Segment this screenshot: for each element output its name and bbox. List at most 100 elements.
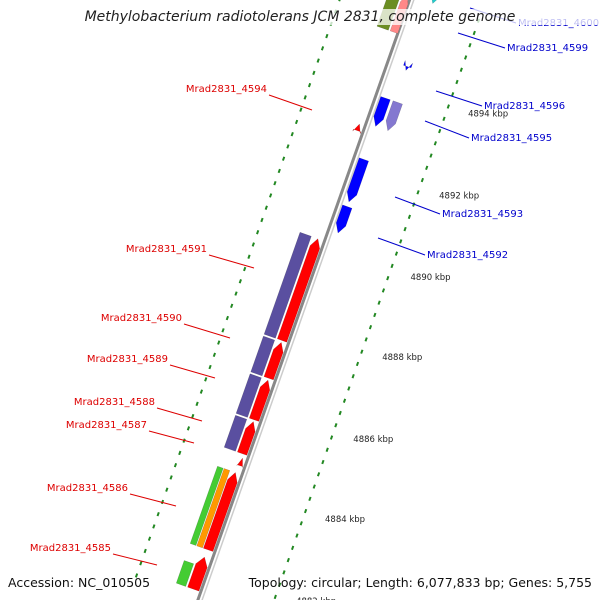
tick-dot (455, 79, 459, 85)
tick-dot (290, 131, 294, 137)
tick-dot (165, 487, 169, 492)
left-gene-label: Mrad2831_4585 (30, 543, 111, 554)
gene-4587-purple (223, 414, 248, 452)
left-leader-line (148, 430, 195, 444)
tick-dot (386, 275, 390, 281)
tick-dot (308, 496, 312, 502)
gene-4591-red (276, 238, 320, 343)
right-leader-line (457, 32, 506, 49)
tick-dot (316, 472, 321, 477)
kbp-tick-label: 4894 kbp (468, 110, 508, 120)
accession-text: Accession: NC_010505 (8, 575, 151, 590)
tick-dot (295, 533, 299, 538)
kbp-tick-label: 4888 kbp (382, 353, 422, 363)
left-leader-line (268, 94, 313, 111)
tick-dot (286, 144, 290, 149)
gene-4586-red (203, 472, 238, 552)
right-leader-line (377, 237, 426, 256)
left-gene-label: Mrad2831_4594 (186, 84, 267, 95)
gene-4588-purple (235, 373, 262, 418)
tick-dot (472, 30, 476, 36)
tick-dot (377, 300, 381, 305)
tick-dot (208, 364, 212, 370)
tick-dot (325, 447, 329, 452)
gene-4588-red (248, 379, 271, 422)
tick-dot (442, 116, 446, 122)
left-gene-label: Mrad2831_4590 (101, 313, 182, 324)
tick-dot (134, 573, 139, 578)
tick-dot (139, 561, 143, 566)
gene-4587-red (237, 421, 256, 456)
tick-dot (225, 315, 229, 321)
tick-dot (178, 450, 182, 456)
tick-dot (299, 107, 303, 112)
tick-dot (329, 435, 334, 440)
tick-dot (238, 279, 242, 284)
tick-dot (429, 153, 433, 158)
tick-dot (368, 324, 373, 330)
left-leader-line (183, 323, 231, 339)
gene-small-blue (403, 60, 413, 71)
tick-dot (338, 410, 342, 416)
left-leader-line (112, 553, 158, 566)
tick-dot (342, 398, 347, 403)
tick-dot (303, 95, 307, 100)
tick-dot (347, 386, 351, 391)
tick-dot (260, 217, 264, 223)
tick-dot (394, 251, 399, 256)
tick-dot (468, 43, 472, 48)
gene-4589-red (263, 341, 284, 381)
tick-dot (199, 389, 204, 394)
tick-dot (325, 33, 329, 39)
tick-dot (277, 168, 281, 174)
tick-dot (425, 165, 429, 171)
genome-summary-text: Topology: circular; Length: 6,077,833 bp… (248, 575, 592, 590)
gene-4586-orange (196, 468, 231, 549)
tick-dot (303, 508, 308, 514)
gene-4595-purple (385, 100, 403, 132)
tick-dot (186, 426, 191, 431)
gene-4585-red (187, 556, 208, 592)
gene-small-red (236, 457, 244, 468)
genome-backbone (196, 0, 412, 600)
tick-dot (451, 92, 455, 97)
tick-dot (251, 242, 255, 247)
tick-dot (156, 511, 160, 517)
tick-dot (291, 545, 295, 551)
tick-dot (160, 499, 165, 505)
tick-dot (230, 303, 234, 309)
right-gene-label: Mrad2831_4595 (471, 133, 552, 144)
map-title: Methylobacterium radiotolerans JCM 2831,… (0, 9, 600, 25)
tick-dot (281, 156, 286, 161)
right-leader-line (394, 196, 441, 215)
left-gene-label: Mrad2831_4589 (87, 354, 168, 365)
tick-dot (334, 423, 338, 428)
kbp-tick-label: 4884 kbp (325, 515, 365, 525)
gene-4599-cyan (431, 0, 437, 4)
gene-4596-blue (373, 96, 391, 127)
gene-4589-purple (250, 335, 276, 377)
tick-dot (312, 484, 316, 489)
tick-dot (459, 67, 463, 72)
tick-dot (438, 128, 442, 134)
tick-dot (282, 570, 286, 575)
tick-dot (191, 413, 195, 419)
tick-dot (212, 352, 217, 358)
tick-dot (420, 177, 424, 183)
tick-dot (169, 475, 173, 480)
tick-dot (243, 266, 247, 272)
right-gene-label: Mrad2831_4596 (484, 101, 565, 112)
tick-dot (299, 521, 303, 526)
kbp-tick-label: 4890 kbp (411, 273, 451, 283)
tick-dot (364, 337, 368, 342)
gene-4593-blue (346, 157, 369, 203)
kbp-tick-label: 4882 kbp (296, 597, 336, 600)
left-leader-line (129, 493, 177, 507)
left-leader-line (208, 254, 255, 269)
tick-dot (390, 263, 394, 269)
right-leader-line (435, 90, 483, 107)
tick-dot (286, 557, 290, 563)
kbp-tick-label: 4886 kbp (353, 435, 393, 445)
tick-dot (373, 312, 377, 318)
